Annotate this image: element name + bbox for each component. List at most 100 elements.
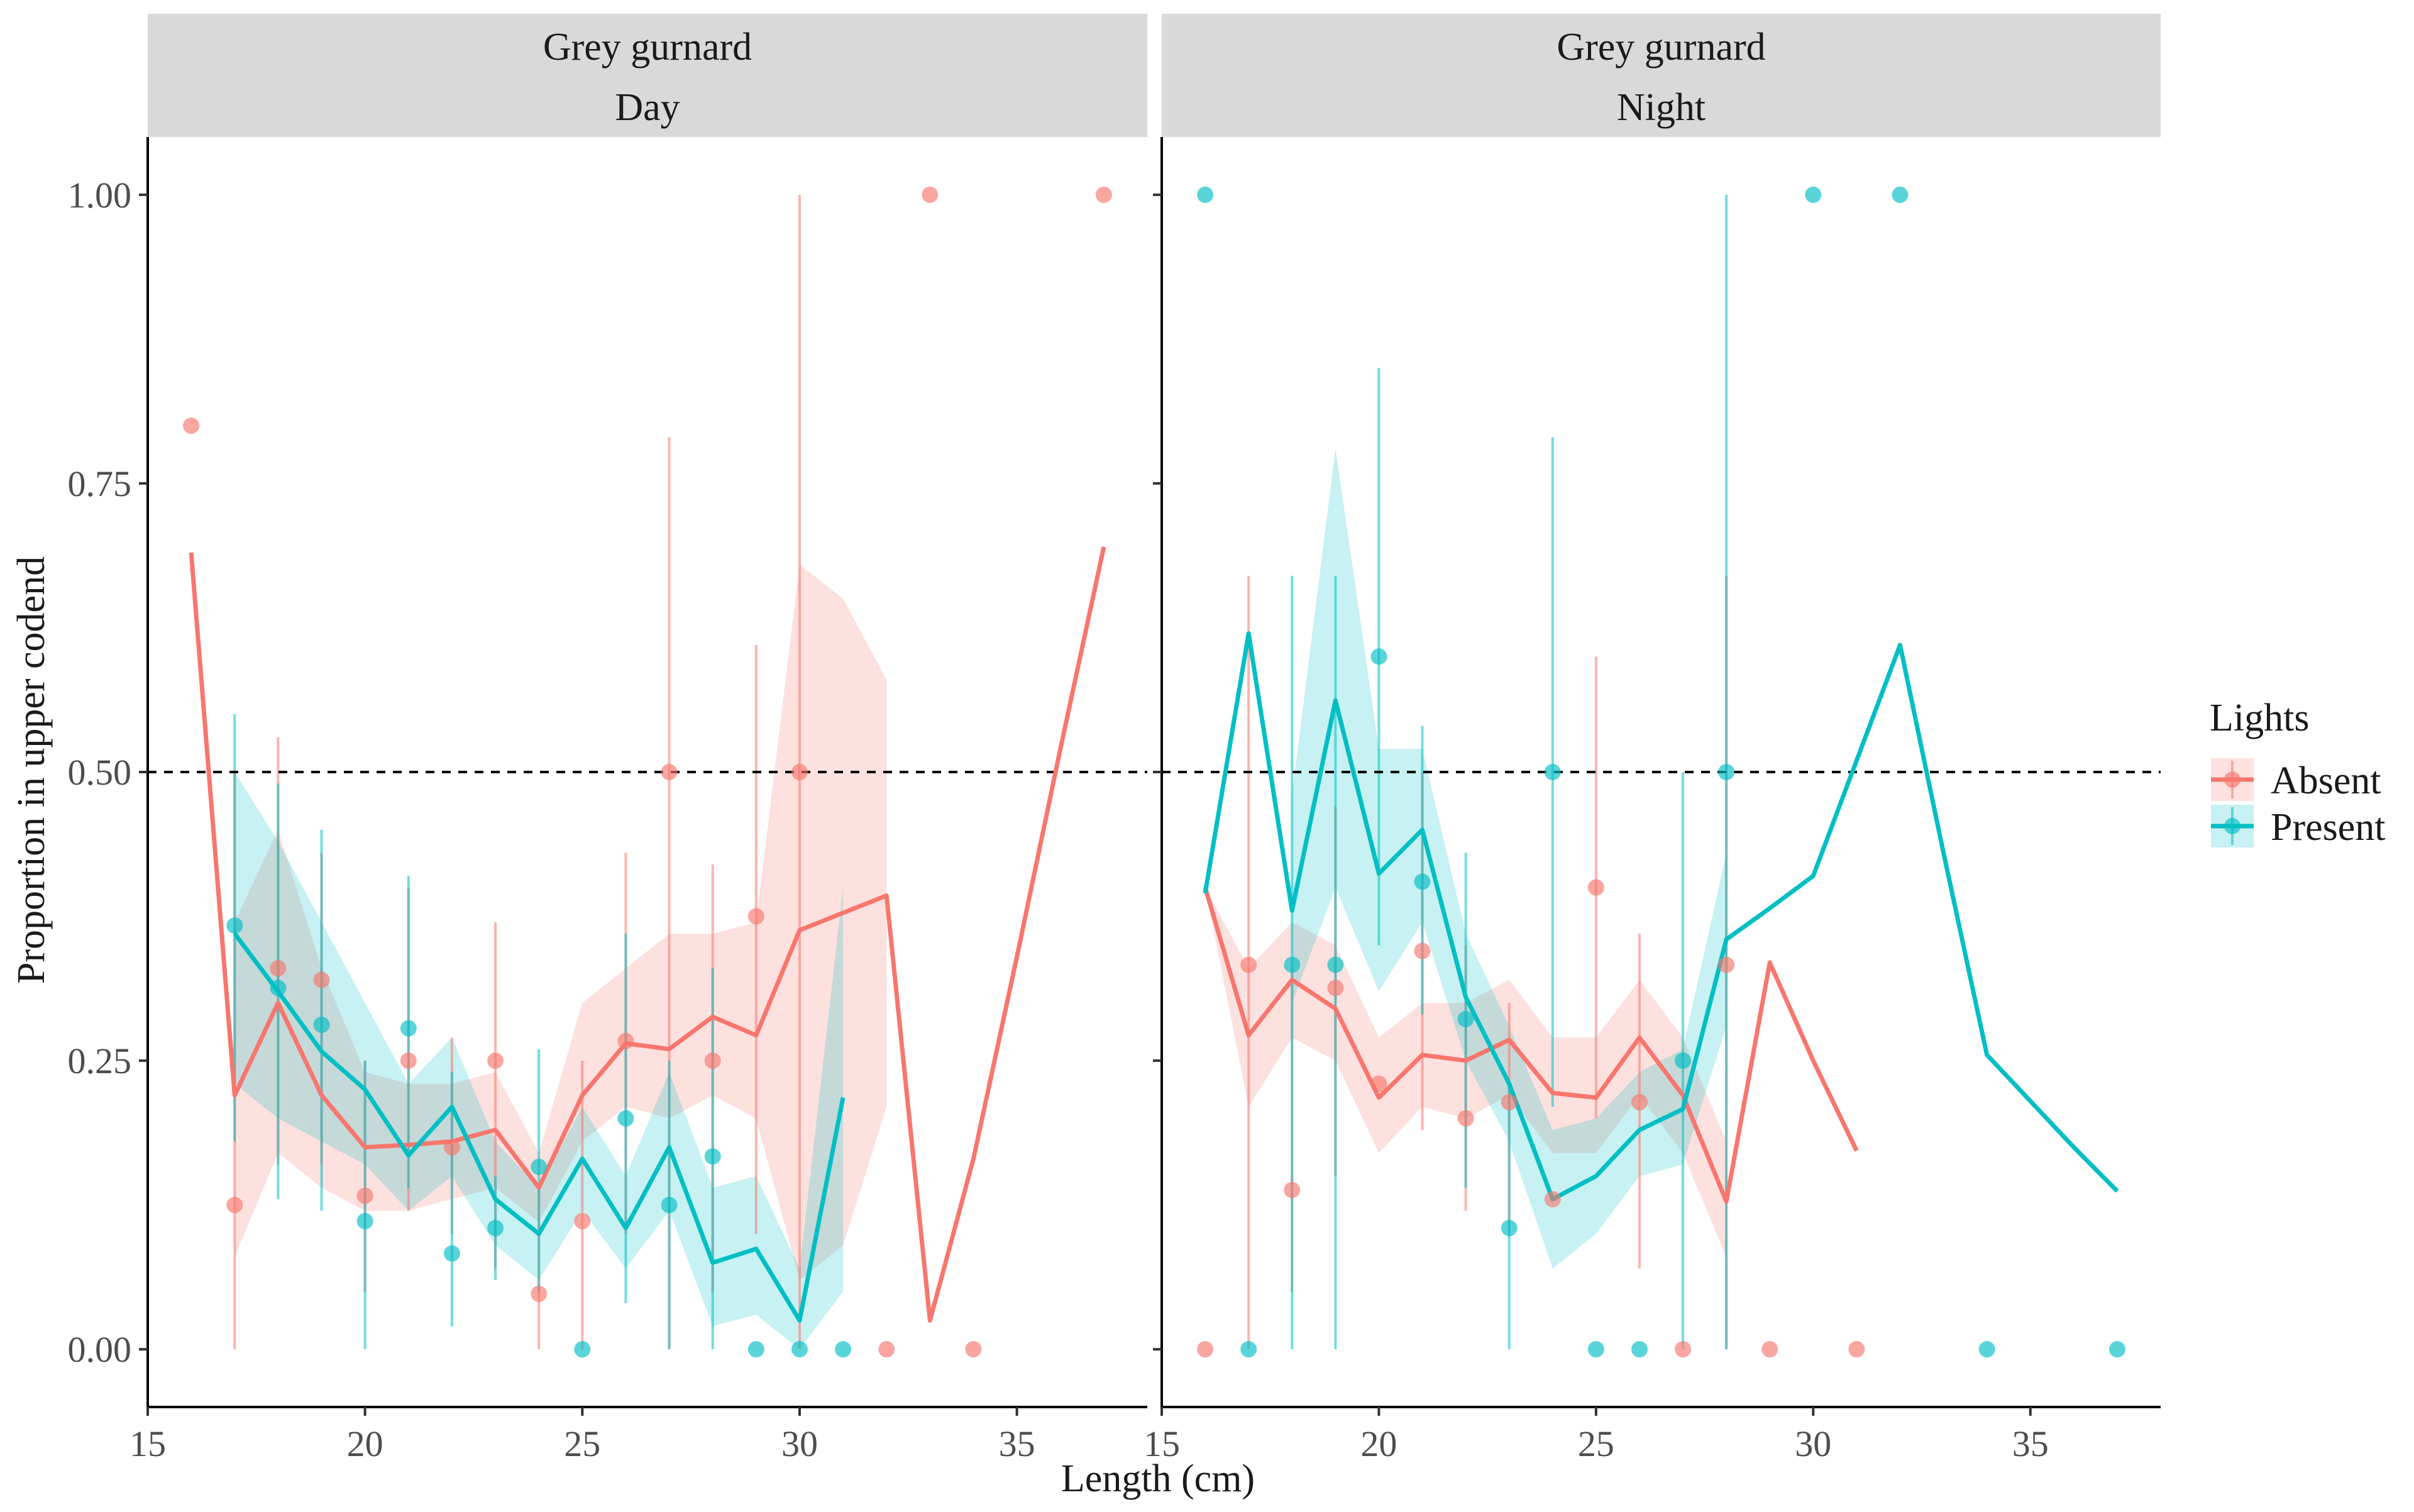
point-absent bbox=[1457, 1110, 1474, 1127]
point-absent bbox=[661, 764, 678, 780]
x-tick-label: 20 bbox=[347, 1423, 383, 1464]
point-present bbox=[313, 1017, 330, 1034]
point-absent bbox=[1240, 956, 1257, 973]
line-absent bbox=[189, 546, 1106, 1323]
line-present bbox=[1203, 631, 2119, 1201]
strip-label: Day bbox=[615, 86, 680, 129]
point-absent bbox=[1501, 1094, 1518, 1111]
point-present bbox=[1501, 1220, 1518, 1237]
legend-key-point bbox=[2224, 818, 2240, 834]
strip-label: Grey gurnard bbox=[543, 26, 752, 69]
point-present bbox=[1587, 1341, 1604, 1358]
point-absent bbox=[443, 1139, 460, 1156]
y-tick-label: 0.50 bbox=[68, 752, 132, 793]
point-absent bbox=[1675, 1341, 1692, 1358]
point-present bbox=[1544, 764, 1561, 780]
legend-label-present: Present bbox=[2271, 806, 2386, 849]
point-absent bbox=[1370, 1075, 1387, 1092]
point-absent bbox=[270, 960, 287, 977]
point-present bbox=[1675, 1052, 1692, 1069]
point-present bbox=[531, 1159, 548, 1176]
point-present bbox=[1284, 956, 1301, 973]
y-tick-label: 0.75 bbox=[68, 463, 132, 504]
point-absent bbox=[1631, 1094, 1648, 1111]
point-present bbox=[574, 1341, 591, 1358]
point-present bbox=[661, 1196, 678, 1213]
line-absent bbox=[1203, 886, 1859, 1204]
x-tick-label: 15 bbox=[1144, 1423, 1180, 1464]
point-absent bbox=[1414, 942, 1431, 959]
x-axis-title: Length (cm) bbox=[1061, 1457, 1255, 1500]
point-absent bbox=[617, 1032, 634, 1049]
point-present bbox=[617, 1110, 634, 1127]
point-present bbox=[1805, 186, 1822, 203]
x-tick-label: 35 bbox=[2012, 1423, 2049, 1464]
point-absent bbox=[487, 1052, 504, 1069]
point-present bbox=[1718, 764, 1735, 780]
point-absent bbox=[531, 1286, 548, 1303]
facet-strip bbox=[148, 14, 1147, 137]
band-absent bbox=[234, 564, 887, 1280]
point-present bbox=[1631, 1341, 1648, 1358]
point-absent bbox=[313, 971, 330, 988]
point-present bbox=[270, 979, 287, 996]
point-absent bbox=[1197, 1341, 1214, 1358]
point-present bbox=[1370, 648, 1387, 665]
point-present bbox=[2108, 1341, 2125, 1358]
panel-2: Grey gurnard Night 15 20 25 30 35 bbox=[1144, 14, 2161, 1464]
y-axis-title: Proportion in upper codend bbox=[10, 556, 53, 984]
point-present bbox=[226, 917, 243, 934]
x-tick-label: 20 bbox=[1360, 1423, 1397, 1464]
point-absent bbox=[1587, 879, 1604, 896]
legend-title: Lights bbox=[2210, 697, 2309, 739]
line-present bbox=[233, 932, 846, 1323]
point-present bbox=[1197, 186, 1214, 203]
x-tick-label: 25 bbox=[564, 1423, 600, 1464]
y-tick-label: 0.25 bbox=[68, 1040, 132, 1081]
point-absent bbox=[1718, 956, 1735, 973]
strip-label: Night bbox=[1617, 86, 1706, 129]
point-absent bbox=[1095, 186, 1112, 203]
point-present bbox=[1978, 1341, 1995, 1358]
point-present bbox=[356, 1213, 373, 1230]
point-absent bbox=[183, 417, 200, 434]
point-present bbox=[704, 1148, 721, 1165]
point-absent bbox=[574, 1213, 591, 1230]
point-present bbox=[443, 1245, 460, 1262]
point-absent bbox=[1544, 1191, 1561, 1208]
point-absent bbox=[226, 1196, 243, 1213]
x-tick-label: 15 bbox=[130, 1423, 166, 1464]
point-present bbox=[835, 1341, 852, 1358]
point-absent bbox=[965, 1341, 982, 1358]
point-absent bbox=[791, 764, 808, 780]
point-absent bbox=[704, 1052, 721, 1069]
panel-1: Grey gurnard Day 0.00 0.25 0.50 0.75 1.00 15 20 2… bbox=[68, 14, 1147, 1464]
legend-label-absent: Absent bbox=[2271, 759, 2381, 802]
point-present bbox=[1892, 186, 1909, 203]
facet-strip bbox=[1162, 14, 2161, 137]
point-absent bbox=[356, 1187, 373, 1204]
x-tick-label: 30 bbox=[1795, 1423, 1831, 1464]
y-tick-label: 0.00 bbox=[68, 1329, 132, 1370]
legend-key-present bbox=[2211, 805, 2254, 847]
point-absent bbox=[747, 908, 764, 925]
legend-key-point bbox=[2224, 771, 2240, 788]
point-present bbox=[487, 1220, 504, 1237]
y-tick-label: 1.00 bbox=[68, 175, 132, 216]
legend-key-absent bbox=[2211, 758, 2254, 801]
point-present bbox=[400, 1020, 417, 1037]
point-present bbox=[1327, 956, 1344, 973]
point-absent bbox=[400, 1052, 417, 1069]
point-absent bbox=[1284, 1181, 1301, 1198]
point-present bbox=[1414, 873, 1431, 890]
point-absent bbox=[1848, 1341, 1865, 1358]
point-present bbox=[791, 1341, 808, 1358]
point-present bbox=[1457, 1010, 1474, 1027]
point-present bbox=[1240, 1341, 1257, 1358]
strip-label: Grey gurnard bbox=[1557, 26, 1765, 69]
point-absent bbox=[922, 186, 939, 203]
